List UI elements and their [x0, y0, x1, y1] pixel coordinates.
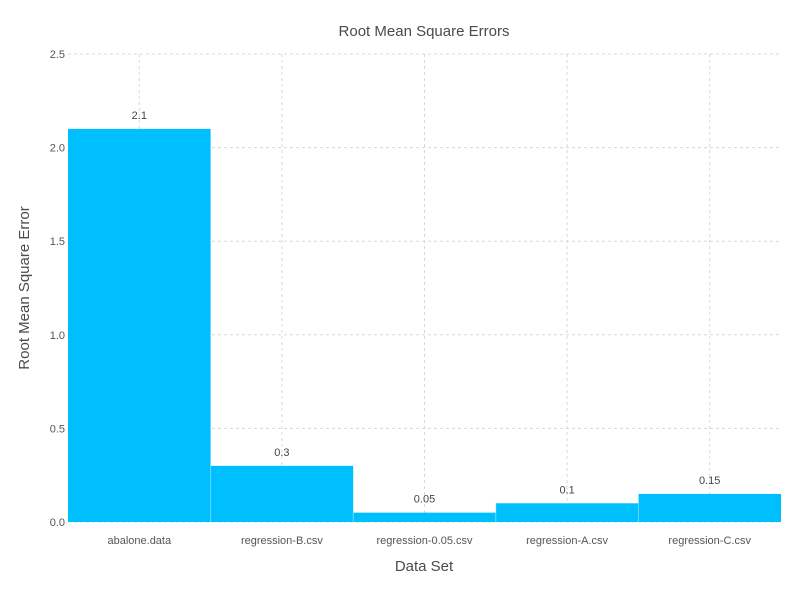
bar [210, 465, 354, 522]
bar-value-label: 0.15 [699, 475, 720, 487]
y-tick-label: 2.0 [50, 143, 65, 155]
bar [495, 503, 639, 522]
bar [353, 512, 496, 522]
y-axis-label: Root Mean Square Error [16, 206, 33, 369]
x-axis-label: Data Set [395, 558, 454, 575]
data-labels-layer: 2.1 0.3 0.05 0.1 0.15 [132, 110, 721, 506]
y-tick-label: 2.5 [50, 49, 65, 61]
bar-value-label: 0.1 [559, 484, 574, 496]
x-tick-label: regression-0.05.csv [377, 535, 473, 547]
bar [68, 128, 211, 522]
bars-layer [68, 128, 781, 522]
y-tick-label: 1.5 [50, 236, 65, 248]
x-tick-label: regression-B.csv [241, 535, 323, 547]
y-tick-label: 0.0 [50, 517, 65, 529]
x-tick-label: regression-A.csv [526, 535, 608, 547]
y-tick-labels: 0.0 0.5 1.0 1.5 2.0 2.5 [50, 49, 65, 529]
x-tick-labels: abalone.data regression-B.csv regression-0… [107, 535, 751, 547]
bar [638, 493, 781, 522]
x-tick-label: regression-C.csv [668, 535, 751, 547]
chart-title: Root Mean Square Errors [339, 23, 510, 40]
bar-value-label: 0.05 [414, 494, 435, 506]
bar-value-label: 0.3 [274, 447, 289, 459]
y-tick-label: 1.0 [50, 330, 65, 342]
y-tick-label: 0.5 [50, 423, 65, 435]
bar-value-label: 2.1 [132, 110, 147, 122]
x-tick-label: abalone.data [107, 535, 171, 547]
